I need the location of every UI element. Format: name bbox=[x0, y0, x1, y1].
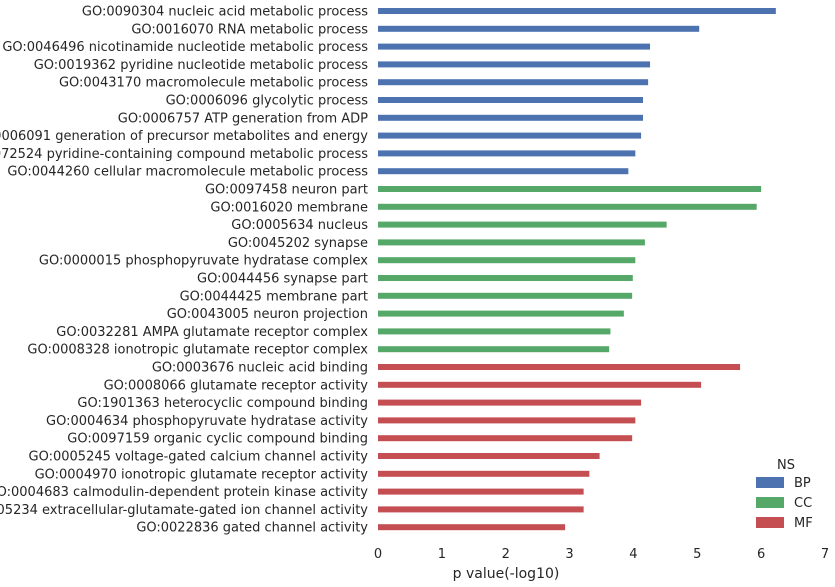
category-label: GO:0008328 ionotropic glutamate receptor… bbox=[27, 343, 368, 358]
x-tick-label: 0 bbox=[374, 547, 382, 562]
bar-bp bbox=[378, 25, 700, 32]
bar-mf bbox=[378, 524, 566, 531]
x-axis: 0 1 2 3 4 5 6 7 bbox=[374, 547, 829, 562]
category-label: GO:0043170 macromolecule metabolic proce… bbox=[59, 76, 368, 91]
bar-bp bbox=[378, 43, 651, 50]
bar-bp bbox=[378, 132, 642, 139]
bar-bp bbox=[378, 8, 776, 14]
x-tick-label: 7 bbox=[821, 547, 829, 562]
bar-cc bbox=[378, 346, 610, 353]
category-label: GO:0019362 pyridine nucleotide metabolic… bbox=[34, 58, 369, 73]
bar-mf bbox=[378, 364, 741, 370]
x-tick-label: 3 bbox=[565, 547, 573, 562]
category-label: GO:0044456 synapse part bbox=[197, 272, 368, 287]
x-axis-title: p value(-log10) bbox=[453, 566, 560, 582]
bar-cc bbox=[378, 328, 611, 335]
bar-cc bbox=[378, 221, 667, 228]
x-tick-label: 6 bbox=[757, 547, 765, 562]
category-label: GO:0006096 glycolytic process bbox=[166, 94, 369, 109]
category-label: GO:0022836 gated channel activity bbox=[136, 521, 368, 536]
bar-bp bbox=[378, 79, 649, 86]
category-label: GO:0006757 ATP generation from ADP bbox=[118, 111, 368, 126]
bar-cc bbox=[378, 239, 645, 246]
bar-cc bbox=[378, 186, 762, 192]
bar-mf bbox=[378, 470, 590, 477]
category-label: GO:0004683 calmodulin-dependent protein … bbox=[0, 485, 368, 500]
category-label: GO:0005234 extracellular-glutamate-gated… bbox=[0, 503, 368, 518]
category-label: GO:0097159 organic cyclic compound bindi… bbox=[67, 432, 368, 447]
bar-bp bbox=[378, 150, 636, 157]
category-label: GO:0043005 neuron projection bbox=[167, 307, 368, 322]
x-tick-label: 2 bbox=[502, 547, 510, 562]
bar-cc bbox=[378, 275, 633, 281]
bar-bp bbox=[378, 114, 644, 121]
x-tick-label: 1 bbox=[438, 547, 446, 562]
category-label: GO:0032281 AMPA glutamate receptor compl… bbox=[56, 325, 368, 340]
category-label: GO:0072524 pyridine-containing compound … bbox=[0, 147, 368, 162]
category-label: GO:0006091 generation of precursor metab… bbox=[0, 129, 368, 144]
category-label: GO:0016070 RNA metabolic process bbox=[131, 22, 368, 37]
legend-label-cc: CC bbox=[794, 496, 812, 511]
category-label: GO:0097458 neuron part bbox=[205, 183, 368, 198]
bar-bp bbox=[378, 61, 651, 68]
legend-swatch-bp bbox=[756, 477, 784, 488]
category-labels: GO:0090304 nucleic acid metabolic proces… bbox=[0, 5, 368, 536]
bar-mf bbox=[378, 453, 600, 459]
category-label: GO:0005634 nucleus bbox=[231, 218, 368, 233]
category-label: GO:0000015 phosphopyruvate hydratase com… bbox=[39, 254, 368, 269]
bar-mf bbox=[378, 417, 636, 424]
legend: NS BP CC MF bbox=[756, 458, 813, 531]
bar-cc bbox=[378, 203, 757, 210]
bar-mf bbox=[378, 399, 642, 406]
category-label: GO:0016020 membrane bbox=[210, 200, 368, 215]
x-tick-label: 5 bbox=[693, 547, 701, 562]
bars-layer bbox=[378, 8, 776, 531]
category-label: GO:0046496 nicotinamide nucleotide metab… bbox=[2, 40, 368, 55]
category-label: GO:0045202 synapse bbox=[228, 236, 368, 251]
category-label: GO:0003676 nucleic acid binding bbox=[152, 361, 368, 376]
legend-swatch-mf bbox=[756, 517, 784, 528]
legend-label-mf: MF bbox=[794, 516, 813, 531]
category-label: GO:1901363 heterocyclic compound binding bbox=[77, 396, 368, 411]
bar-mf bbox=[378, 488, 584, 495]
legend-title: NS bbox=[777, 458, 795, 473]
bar-cc bbox=[378, 257, 636, 264]
category-label: GO:0004970 ionotropic glutamate receptor… bbox=[35, 467, 369, 482]
bar-cc bbox=[378, 310, 624, 317]
category-label: GO:0004634 phosphopyruvate hydratase act… bbox=[46, 414, 368, 429]
category-label: GO:0044260 cellular macromolecule metabo… bbox=[7, 165, 368, 180]
bar-bp bbox=[378, 168, 629, 175]
bar-bp bbox=[378, 97, 644, 103]
category-label: GO:0044425 membrane part bbox=[180, 289, 368, 304]
legend-label-bp: BP bbox=[794, 476, 811, 491]
x-tick-label: 4 bbox=[629, 547, 637, 562]
category-label: GO:0008066 glutamate receptor activity bbox=[104, 378, 369, 393]
bar-mf bbox=[378, 506, 584, 513]
category-label: GO:0090304 nucleic acid metabolic proces… bbox=[82, 5, 368, 20]
bar-mf bbox=[378, 435, 633, 442]
bar-mf bbox=[378, 381, 702, 388]
bar-cc bbox=[378, 292, 633, 299]
category-label: GO:0005245 voltage-gated calcium channel… bbox=[29, 450, 369, 465]
legend-swatch-cc bbox=[756, 497, 784, 508]
legend-entries: BP CC MF bbox=[756, 476, 813, 531]
